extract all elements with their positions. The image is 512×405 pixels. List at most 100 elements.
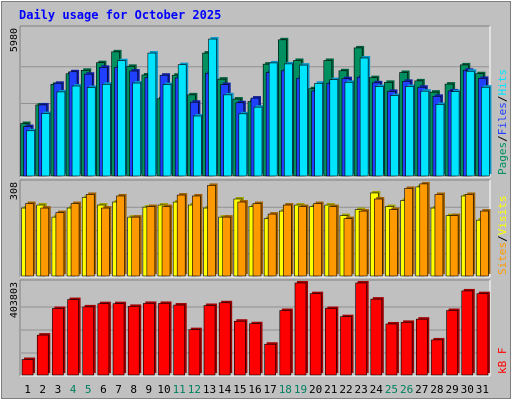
- x-tick-label-day-14: 14: [218, 383, 232, 396]
- bar-sites-day-16: [252, 203, 262, 277]
- bar-hits-day-28: [435, 104, 445, 177]
- bar-hits-day-24: [374, 86, 384, 177]
- x-tick-label-day-7: 7: [115, 383, 122, 396]
- bar-hits-day-25: [390, 95, 399, 177]
- x-tick-label-day-17: 17: [264, 383, 277, 396]
- bar-sites-day-13: [207, 185, 216, 277]
- bar-kb-f-day-7: [112, 303, 125, 376]
- x-tick-label-day-8: 8: [130, 383, 137, 396]
- x-tick-label-day-20: 20: [309, 383, 322, 396]
- bar-sites-day-28: [434, 194, 444, 277]
- x-tick-label-day-31: 31: [476, 383, 489, 396]
- bar-hits-day-6: [102, 84, 111, 177]
- x-tick-label-day-2: 2: [39, 383, 46, 396]
- bar-hits-day-5: [86, 87, 96, 177]
- bar-hits-day-27: [420, 90, 430, 177]
- bar-sites-day-29: [449, 215, 459, 277]
- bar-hits-day-11: [177, 64, 187, 177]
- bar-kb-f-day-15: [234, 320, 246, 376]
- bar-kb-f-day-8: [127, 306, 140, 376]
- bar-kb-f-day-4: [67, 299, 79, 376]
- bar-kb-f-day-11: [173, 304, 185, 376]
- bar-kb-f-day-31: [476, 293, 489, 376]
- bar-kb-f-day-9: [143, 303, 155, 376]
- bar-kb-f-day-10: [158, 303, 170, 376]
- bar-hits-day-20: [314, 83, 323, 177]
- bar-hits-day-17: [268, 62, 278, 177]
- bar-hits-day-22: [344, 82, 354, 177]
- bar-sites-day-15: [237, 201, 247, 277]
- bar-kb-f-day-27: [415, 318, 428, 376]
- x-tick-label-day-12: 12: [188, 383, 201, 396]
- x-tick-label-day-3: 3: [55, 383, 62, 396]
- legend-item-visits: Visits: [496, 196, 509, 236]
- bar-sites-day-14: [222, 216, 231, 277]
- bar-sites-day-27: [419, 183, 429, 277]
- x-tick-label-day-9: 9: [146, 383, 153, 396]
- bar-sites-day-9: [146, 206, 156, 277]
- bar-hits-day-13: [208, 38, 217, 177]
- bar-sites-day-8: [131, 216, 141, 277]
- legend-separator: /: [496, 135, 509, 142]
- bar-hits-day-9: [147, 52, 157, 177]
- bar-sites-day-19: [298, 206, 307, 277]
- legend-item-sites: Sites: [496, 242, 509, 275]
- panel-max-label: 5980: [9, 28, 20, 52]
- bar-sites-day-7: [116, 195, 125, 277]
- bar-kb-f-day-21: [325, 308, 337, 376]
- x-tick-label-day-27: 27: [415, 383, 428, 396]
- panel-legend: kB F: [496, 348, 509, 375]
- bar-kb-f-day-24: [370, 298, 383, 376]
- bar-kb-f-day-18: [279, 310, 292, 376]
- bar-kb-f-day-30: [461, 290, 474, 376]
- bar-hits-day-1: [26, 130, 35, 177]
- bar-hits-day-19: [299, 64, 308, 177]
- bar-kb-f-day-3: [52, 308, 64, 376]
- x-tick-label-day-23: 23: [355, 383, 368, 396]
- bar-hits-day-7: [117, 60, 126, 177]
- bar-sites-day-31: [480, 210, 489, 277]
- bar-hits-day-18: [284, 63, 293, 177]
- bar-sites-day-30: [464, 194, 474, 277]
- x-tick-label-day-4: 4: [70, 383, 77, 396]
- bar-kb-f-day-13: [203, 305, 216, 376]
- bar-sites-day-10: [161, 206, 171, 277]
- bar-kb-f-day-19: [294, 282, 307, 376]
- bar-kb-f-day-6: [97, 303, 110, 376]
- x-tick-label-day-21: 21: [324, 383, 337, 396]
- x-tick-label-day-22: 22: [339, 383, 352, 396]
- x-tick-label-day-24: 24: [370, 383, 384, 396]
- bar-sites-day-24: [373, 198, 383, 277]
- chart-title: Daily usage for October 2025: [19, 8, 221, 22]
- x-tick-label-day-13: 13: [203, 383, 216, 396]
- bar-sites-day-4: [70, 203, 80, 277]
- bar-kb-f-day-25: [385, 323, 398, 376]
- x-tick-label-day-16: 16: [248, 383, 261, 396]
- bar-hits-day-3: [56, 91, 66, 177]
- x-tick-label-day-26: 26: [400, 383, 413, 396]
- panel-visits-sites: 308 Sites/Visits: [9, 179, 509, 278]
- x-tick-label-day-28: 28: [430, 383, 443, 396]
- x-tick-label-day-5: 5: [85, 383, 92, 396]
- bar-kb-f-day-17: [264, 343, 276, 376]
- bar-hits-day-16: [253, 106, 263, 177]
- bar-hits-day-26: [405, 86, 414, 177]
- bar-kb-f-day-23: [355, 282, 367, 376]
- panel-legend: Sites/Visits: [496, 196, 509, 276]
- x-tick-label-day-15: 15: [233, 383, 246, 396]
- bar-kb-f-day-5: [82, 306, 95, 376]
- bar-sites-day-21: [328, 206, 338, 277]
- bar-sites-day-6: [101, 207, 110, 277]
- bar-sites-day-25: [389, 209, 398, 277]
- bar-kb-f-day-2: [36, 334, 49, 376]
- bar-sites-day-20: [313, 203, 322, 277]
- bar-hits-day-10: [162, 84, 172, 177]
- legend-item-kb-f: kB F: [496, 348, 509, 375]
- x-tick-label-day-1: 1: [24, 383, 31, 396]
- x-tick-label-day-18: 18: [279, 383, 292, 396]
- bar-sites-day-11: [176, 194, 186, 277]
- legend-separator: /: [496, 235, 509, 242]
